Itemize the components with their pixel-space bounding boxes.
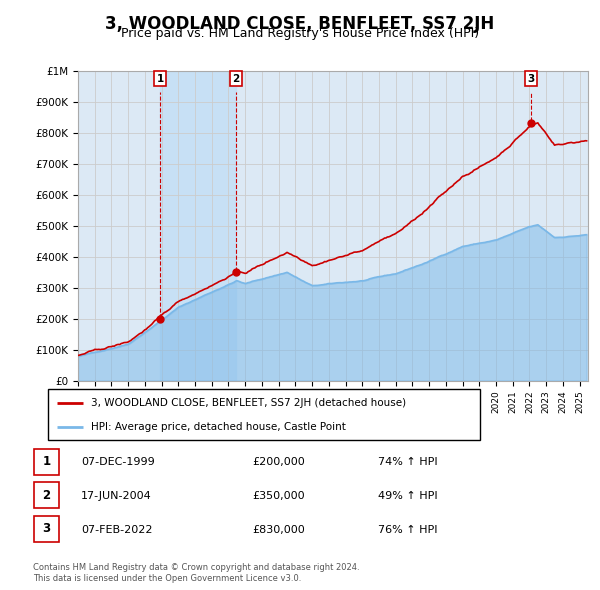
Text: Price paid vs. HM Land Registry's House Price Index (HPI): Price paid vs. HM Land Registry's House … <box>121 27 479 40</box>
Text: 3, WOODLAND CLOSE, BENFLEET, SS7 2JH: 3, WOODLAND CLOSE, BENFLEET, SS7 2JH <box>106 15 494 33</box>
FancyBboxPatch shape <box>34 448 59 475</box>
Text: 49% ↑ HPI: 49% ↑ HPI <box>378 491 437 501</box>
Text: £830,000: £830,000 <box>252 525 305 535</box>
Text: 76% ↑ HPI: 76% ↑ HPI <box>378 525 437 535</box>
Text: 1: 1 <box>43 455 50 468</box>
Text: 74% ↑ HPI: 74% ↑ HPI <box>378 457 437 467</box>
Text: 17-JUN-2004: 17-JUN-2004 <box>81 491 152 501</box>
Text: 3: 3 <box>43 522 50 536</box>
FancyBboxPatch shape <box>34 516 59 542</box>
Text: 3: 3 <box>527 74 535 84</box>
Text: £350,000: £350,000 <box>252 491 305 501</box>
Text: 2: 2 <box>43 489 50 502</box>
FancyBboxPatch shape <box>34 482 59 509</box>
Text: 07-FEB-2022: 07-FEB-2022 <box>81 525 152 535</box>
Text: 2: 2 <box>233 74 240 84</box>
Text: £200,000: £200,000 <box>252 457 305 467</box>
Text: Contains HM Land Registry data © Crown copyright and database right 2024.
This d: Contains HM Land Registry data © Crown c… <box>33 563 359 583</box>
Text: 07-DEC-1999: 07-DEC-1999 <box>81 457 155 467</box>
Text: 1: 1 <box>157 74 164 84</box>
Bar <box>160 71 236 381</box>
Text: HPI: Average price, detached house, Castle Point: HPI: Average price, detached house, Cast… <box>91 422 346 432</box>
FancyBboxPatch shape <box>48 389 480 440</box>
Text: 3, WOODLAND CLOSE, BENFLEET, SS7 2JH (detached house): 3, WOODLAND CLOSE, BENFLEET, SS7 2JH (de… <box>91 398 406 408</box>
